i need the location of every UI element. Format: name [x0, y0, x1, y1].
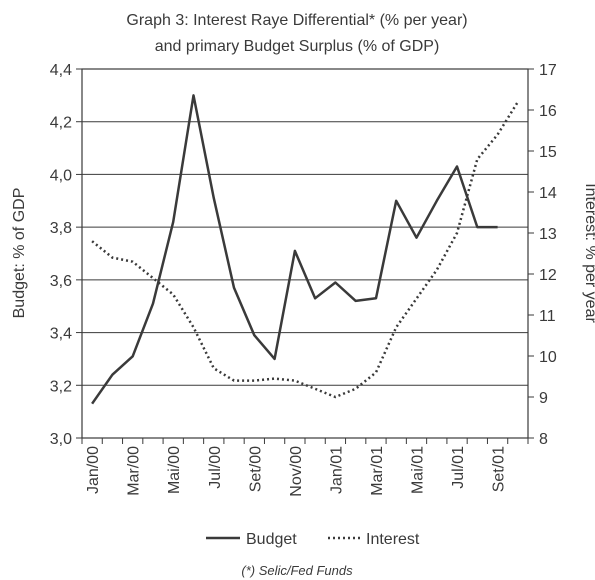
y-left-tick-label: 3,8	[50, 220, 72, 237]
y-left-tick-label: 3,6	[50, 273, 72, 290]
x-tick-label: Mar/00	[126, 446, 143, 496]
y-right-tick-label: 10	[539, 349, 557, 366]
y-right-tick-label: 15	[539, 144, 557, 161]
y-right-tick-label: 16	[539, 103, 557, 120]
y-ticks-left: 3,0 3,2 3,4 3,6 3,8 4,0 4,2 4,4	[50, 62, 82, 448]
x-tick-label: Jan/00	[85, 446, 102, 494]
chart-title-line-2: and primary Budget Surplus (% of GDP)	[155, 38, 440, 55]
x-ticks	[81, 438, 529, 444]
plot-frame	[81, 68, 529, 439]
x-tick-label: Jul/00	[207, 446, 224, 489]
legend-budget-label: Budget	[246, 531, 297, 548]
y-right-tick-label: 11	[539, 308, 556, 325]
y-left-tick-label: 3,0	[50, 431, 72, 448]
y-axis-right-label: Interest: % per year	[582, 183, 595, 323]
series-line-budget	[91, 94, 498, 405]
x-tick-label: Jul/01	[450, 446, 467, 489]
y-right-tick-label: 8	[539, 431, 548, 448]
x-tick-label: Set/00	[247, 446, 264, 492]
y-right-tick-label: 9	[539, 390, 548, 407]
series-layer	[91, 94, 519, 405]
y-left-tick-label: 3,4	[50, 326, 72, 343]
y-left-tick-label: 4,0	[50, 167, 72, 184]
x-tick-labels: Jan/00 Mar/00 Mai/00 Jul/00 Set/00 Nov/00 Jan/…	[85, 446, 507, 497]
y-left-tick-label: 4,2	[50, 115, 72, 132]
grid	[82, 121, 528, 386]
chart-title-line-1: Graph 3: Interest Raye Differential* (% …	[126, 12, 467, 29]
x-tick-label: Mai/01	[410, 446, 427, 494]
y-left-tick-label: 3,2	[50, 378, 72, 395]
x-tick-label: Nov/00	[288, 446, 305, 497]
x-tick-label: Set/01	[491, 446, 508, 492]
x-tick-label: Mai/00	[166, 446, 183, 494]
x-tick-label: Jan/01	[328, 446, 345, 494]
legend-interest-label: Interest	[366, 531, 420, 548]
y-right-tick-label: 14	[539, 185, 557, 202]
legend: Budget Interest	[206, 531, 420, 548]
y-right-tick-label: 17	[539, 62, 557, 79]
y-axis-left-label: Budget: % of GDP	[11, 188, 28, 319]
footnote: (*) Selic/Fed Funds	[241, 563, 353, 578]
y-left-tick-label: 4,4	[50, 62, 72, 79]
y-right-tick-label: 12	[539, 267, 557, 284]
y-ticks-right: 8 9 10 11 12 13 14 15 16 17	[528, 62, 557, 448]
y-right-tick-label: 13	[539, 226, 557, 243]
series-line-interest	[91, 101, 519, 399]
x-tick-label: Mar/01	[369, 446, 386, 496]
